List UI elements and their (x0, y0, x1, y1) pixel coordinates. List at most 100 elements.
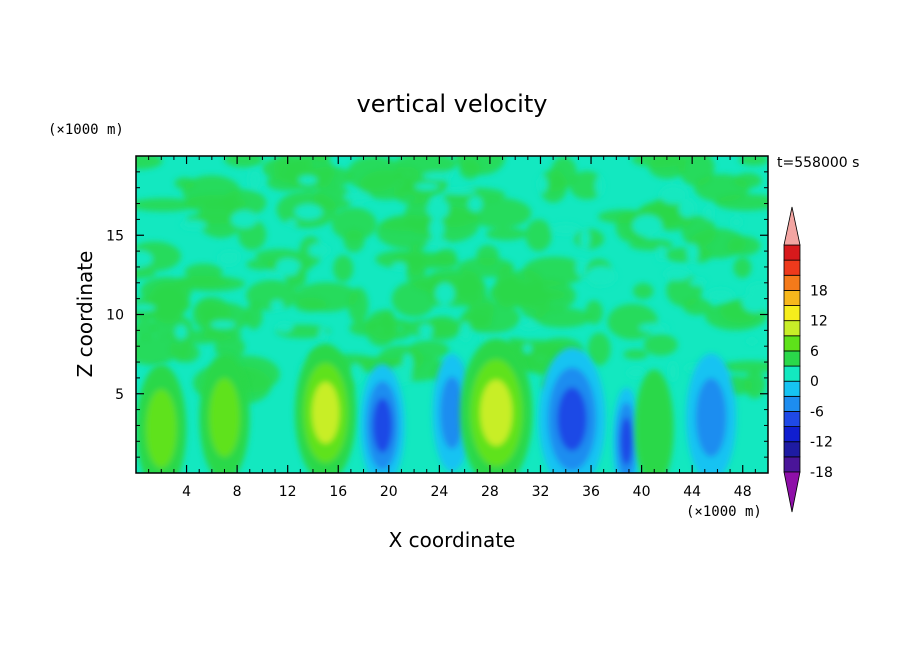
y-tick-label: 5 (115, 387, 124, 403)
texture-hole (678, 198, 696, 218)
cell-updraft (295, 343, 357, 473)
y-axis-label: Z coordinate (73, 251, 97, 378)
x-tick-label: 44 (683, 484, 701, 500)
texture-blob (214, 335, 246, 360)
texture-hole (639, 323, 670, 332)
texture-hole (444, 188, 477, 195)
colorbar-tick-label: 12 (810, 314, 828, 330)
cell-updraft (136, 364, 187, 473)
texture-hole (520, 321, 539, 330)
colorbar-swatch (783, 380, 801, 397)
texture-blob (364, 318, 411, 329)
texture-blob (468, 197, 532, 229)
texture-hole (136, 250, 153, 267)
texture-hole (550, 223, 581, 235)
texture-blob (681, 216, 717, 247)
texture-blob (136, 156, 163, 170)
colorbar-swatch (783, 335, 801, 352)
texture-blob (587, 332, 611, 366)
colorbar-tick-label: -6 (810, 404, 824, 420)
texture-hole (585, 266, 617, 287)
cell-downdraft (538, 347, 606, 473)
colorbar-swatch (783, 305, 801, 322)
texture-hole (632, 214, 663, 237)
texture-hole (175, 325, 187, 340)
texture-hole (663, 267, 691, 281)
x-tick-label: 32 (532, 484, 550, 500)
texture-blob (733, 173, 762, 188)
x-tick-label: 40 (633, 484, 651, 500)
texture-blob (744, 370, 766, 399)
colorbar-swatch (783, 365, 801, 382)
texture-hole (230, 210, 258, 228)
texture-blob (569, 171, 604, 200)
colorbar-swatch (783, 456, 801, 473)
x-axis-label: X coordinate (389, 528, 516, 552)
texture-blob (648, 156, 686, 179)
x-tick-label: 8 (233, 484, 242, 500)
texture-hole (659, 185, 688, 204)
colorbar-swatch (783, 244, 801, 261)
chart-title: vertical velocity (357, 90, 548, 118)
texture-hole (180, 220, 207, 230)
texture-blob (633, 283, 654, 300)
texture-hole (668, 360, 678, 382)
texture-blob (727, 236, 761, 256)
colorbar-bottom-arrow (783, 471, 801, 513)
texture-hole (656, 246, 666, 262)
texture-hole (537, 176, 548, 193)
texture-hole (298, 175, 318, 185)
colorbar-swatch (783, 395, 801, 412)
texture-hole (703, 206, 714, 220)
x-tick-label: 24 (430, 484, 448, 500)
texture-blob (643, 333, 678, 356)
texture-hole (136, 304, 156, 311)
x-tick-label: 4 (182, 484, 191, 500)
x-tick-label: 36 (582, 484, 600, 500)
texture-blob (623, 349, 648, 360)
texture-blob (525, 219, 552, 252)
cell-downdraft (432, 353, 472, 472)
colorbar-tick-label: -12 (810, 435, 833, 451)
texture-hole (427, 238, 448, 248)
texture-blob (331, 207, 377, 241)
convective-cells (136, 338, 737, 473)
texture-blob (733, 257, 752, 279)
colorbar-tick-label: 6 (810, 344, 819, 360)
texture-hole (228, 251, 240, 259)
texture-blob (136, 198, 198, 212)
colorbar-tick-label: 0 (810, 374, 819, 390)
texture-blob (408, 256, 460, 270)
texture-blob (714, 194, 768, 211)
texture-blob (533, 308, 591, 328)
texture-hole (275, 322, 293, 333)
texture-blob (313, 185, 354, 211)
texture-blob (738, 156, 768, 166)
contour-level (312, 382, 340, 444)
contour-level (145, 389, 177, 469)
texture-hole (294, 204, 323, 220)
contour-level (372, 398, 393, 453)
texture-blob (136, 335, 178, 366)
texture-blob (285, 156, 335, 191)
texture-hole (308, 243, 330, 258)
texture-hole (626, 367, 646, 379)
colorbar-swatch (783, 441, 801, 458)
texture-hole (731, 216, 742, 228)
colorbar-top-arrow (783, 206, 801, 246)
texture-hole (595, 176, 605, 196)
texture-hole (348, 364, 364, 385)
colorbar: 18 12 6 0 -6 -12 -18 (783, 206, 833, 513)
texture-hole (746, 338, 758, 345)
contour-level (209, 378, 240, 457)
texture-hole (580, 228, 590, 250)
texture-blob (485, 227, 528, 241)
contour-level (440, 376, 464, 450)
cell-updraft (199, 353, 250, 473)
texture-hole (286, 219, 298, 226)
cell-downdraft (686, 353, 737, 473)
x-tick-label: 48 (734, 484, 752, 500)
texture-hole (687, 243, 699, 262)
texture-hole (414, 183, 439, 191)
